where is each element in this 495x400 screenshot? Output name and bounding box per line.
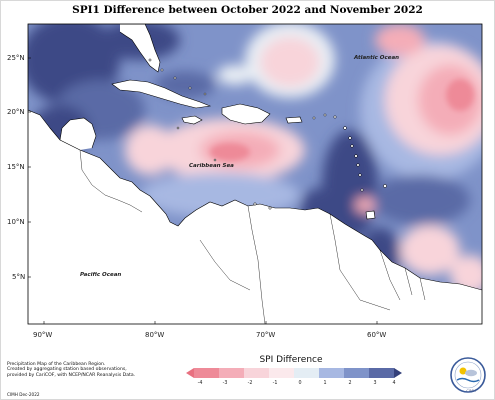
legend-tick: -4 [197, 381, 203, 386]
legend-bin [369, 368, 395, 378]
legend-title: SPI Difference [259, 355, 323, 365]
wave-icon [456, 377, 480, 383]
atlantic-ocean-label: Atlantic Ocean [354, 55, 400, 61]
legend-bin [294, 368, 320, 378]
land [28, 24, 482, 324]
legend-right-arrow [394, 368, 402, 378]
cimh-logo [450, 357, 486, 393]
credits-date: CIMH Dec-2022 [7, 392, 40, 397]
credits: Precipitation Map of the Caribbean Regio… [7, 362, 135, 378]
legend-tick: 3 [373, 381, 377, 386]
lat-label: 10°N [7, 218, 25, 226]
lon-label: 70°W [256, 331, 276, 339]
legend-tick: 4 [392, 381, 396, 386]
spi-field [28, 24, 482, 320]
axis-ticks [28, 57, 378, 324]
lon-label: 90°W [33, 331, 53, 339]
map-title: SPI1 Difference between October 2022 and… [72, 4, 423, 16]
credits-line: Precipitation Map of the Caribbean Regio… [7, 362, 106, 367]
pacific-ocean-label: Pacific Ocean [80, 272, 122, 278]
legend-bin [319, 368, 345, 378]
lat-label: 5°N [12, 273, 26, 281]
legend-tick: -2 [247, 381, 253, 386]
legend-colorbar [186, 368, 402, 378]
legend-tick: 0 [298, 381, 302, 386]
legend-tick: -3 [222, 381, 228, 386]
logo-text: CIMH [466, 389, 476, 393]
caribbean-sea-label: Caribbean Sea [189, 163, 234, 169]
lesser-antilles [148, 58, 387, 210]
legend-tick: -1 [272, 381, 278, 386]
cloud-icon [465, 369, 477, 377]
legend-left-arrow [186, 368, 194, 378]
legend-bin [269, 368, 295, 378]
legend-bin [244, 368, 270, 378]
legend-tick: 2 [348, 381, 352, 386]
legend-bin [344, 368, 370, 378]
legend-bin [219, 368, 245, 378]
lat-label: 25°N [7, 54, 25, 62]
credits-line: Created by aggregating station based obs… [7, 367, 127, 373]
credits-line: provided by CariCOF, with NCEP/NCAR Rean… [7, 372, 136, 378]
legend-tick: 1 [323, 381, 327, 386]
legend-bin [194, 368, 220, 378]
lon-label: 80°W [145, 331, 165, 339]
lat-label: 20°N [7, 108, 25, 116]
lat-label: 15°N [7, 163, 25, 171]
sun-icon [459, 367, 467, 375]
coastlines [28, 24, 482, 324]
lon-label: 60°W [367, 331, 387, 339]
